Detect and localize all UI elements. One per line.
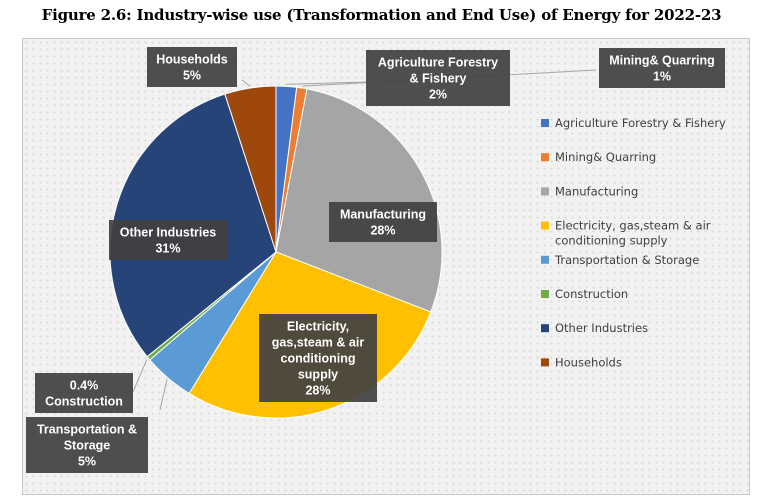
legend-swatch <box>541 358 549 367</box>
data-label-households: Households 5% <box>147 47 237 87</box>
data-label-transportation-storage: Transportation & Storage 5% <box>26 417 148 473</box>
data-label-box <box>329 202 437 242</box>
chart-title: Figure 2.6: Industry-wise use (Transform… <box>41 6 722 24</box>
legend-label: Mining& Quarring <box>555 150 656 164</box>
legend-label: Construction <box>555 287 628 301</box>
legend-swatch <box>541 290 549 298</box>
pie-slice-manufacturing <box>275 88 443 313</box>
legend-entry-mining-quarring: Mining& Quarring <box>541 150 656 164</box>
legend-label: Transportation & Storage <box>554 253 699 267</box>
legend-swatch <box>541 324 549 333</box>
data-label-text: 31% <box>155 242 180 256</box>
legend-entry-other-industries: Other Industries <box>541 321 648 335</box>
legend-entry-households: Households <box>541 355 622 369</box>
legend-swatch <box>541 153 549 162</box>
data-label-text: 28% <box>305 384 330 398</box>
legend-entry-construction: Construction <box>541 287 628 301</box>
data-label-other-industries: Other Industries 31% <box>109 220 227 260</box>
legend-label: Manufacturing <box>555 184 638 198</box>
data-label-text: Transportation & <box>37 423 137 437</box>
legend-swatch <box>541 119 549 127</box>
legend-entry-agriculture-forestry-fishery: Agriculture Forestry & Fishery <box>541 116 726 130</box>
data-label-box <box>26 417 148 473</box>
legend-label: Households <box>555 355 622 369</box>
data-label-text: 0.4% <box>70 379 99 393</box>
data-label-box <box>599 48 725 88</box>
data-label-text: conditioning <box>281 352 356 366</box>
data-label-text: & Fishery <box>410 72 467 86</box>
data-label-text: Households <box>156 53 228 67</box>
data-label-text: 5% <box>183 69 201 83</box>
data-label-text: 5% <box>78 455 96 469</box>
data-label-text: Construction <box>45 395 123 409</box>
legend-swatch <box>541 221 549 230</box>
leader-line-construction <box>132 359 148 393</box>
pie-slice-households <box>224 85 277 253</box>
data-label-manufacturing: Manufacturing 28% <box>329 202 437 242</box>
legend-entry-electricity-gas-steam-air-conditioning-supply: Electricity, gas,steam & airconditioning… <box>541 219 711 248</box>
legend-swatch <box>541 255 549 264</box>
leader-line-households <box>241 79 251 87</box>
data-label-text: 1% <box>653 70 671 84</box>
data-label-text: Storage <box>64 439 111 453</box>
legend-entry-transportation-storage: Transportation & Storage <box>541 253 699 267</box>
legend-label: Agriculture Forestry & Fishery <box>555 116 726 130</box>
data-label-text: Electricity, <box>287 320 349 334</box>
legend-swatch <box>541 187 549 196</box>
data-label-box <box>109 220 227 260</box>
leader-line-transportation-storage <box>159 379 168 411</box>
leader-line-agriculture-forestry-fishery <box>286 81 368 85</box>
data-label-text: Other Industries <box>120 226 217 240</box>
data-label-text: gas,steam & air <box>272 336 365 350</box>
data-label-text: supply <box>298 368 338 382</box>
legend-label: conditioning supply <box>555 234 668 248</box>
data-labels: Agriculture Forestry & Fishery 2% Mining& Q… <box>26 47 725 473</box>
legend-entry-manufacturing: Manufacturing <box>541 184 638 198</box>
data-label-box <box>259 314 377 402</box>
data-label-construction: 0.4% Construction <box>35 373 133 413</box>
data-label-text: Mining& Quarring <box>609 54 715 68</box>
data-label-text: 28% <box>370 224 395 238</box>
data-label-box <box>366 50 510 106</box>
legend-label: Electricity, gas,steam & air <box>555 219 711 233</box>
data-label-box <box>147 47 237 87</box>
legend: Agriculture Forestry & Fishery Mining& Qu… <box>541 116 726 369</box>
legend-label: Other Industries <box>555 321 648 335</box>
data-label-text: Manufacturing <box>340 208 426 222</box>
data-label-mining-quarring: Mining& Quarring 1% <box>599 48 725 88</box>
data-label-text: Agriculture Forestry <box>378 56 498 70</box>
data-label-electricity-gas-steam-air-conditioning-supply: Electricity, gas,steam & air conditioning s… <box>259 314 377 402</box>
data-label-agriculture-forestry-fishery: Agriculture Forestry & Fishery 2% <box>366 50 510 106</box>
data-label-box <box>35 373 133 413</box>
data-label-text: 2% <box>429 88 447 102</box>
